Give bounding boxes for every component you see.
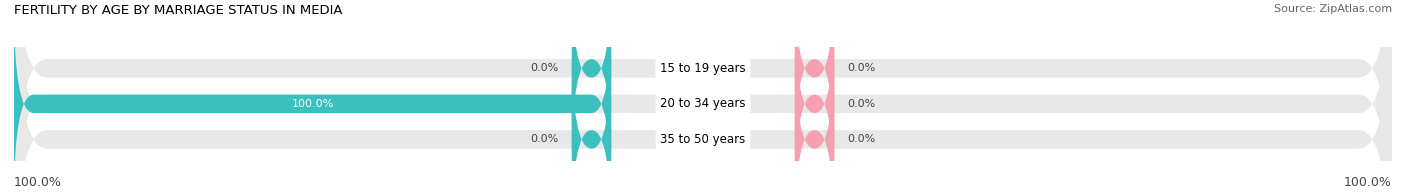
FancyBboxPatch shape — [572, 0, 612, 166]
FancyBboxPatch shape — [572, 42, 612, 196]
FancyBboxPatch shape — [794, 6, 834, 196]
Text: 20 to 34 years: 20 to 34 years — [661, 97, 745, 110]
FancyBboxPatch shape — [14, 6, 612, 196]
Text: 100.0%: 100.0% — [291, 99, 333, 109]
Text: 100.0%: 100.0% — [14, 176, 62, 189]
Text: 0.0%: 0.0% — [848, 63, 876, 73]
FancyBboxPatch shape — [14, 0, 1392, 196]
Text: 15 to 19 years: 15 to 19 years — [661, 62, 745, 75]
FancyBboxPatch shape — [794, 42, 834, 196]
FancyBboxPatch shape — [794, 0, 834, 166]
Text: 35 to 50 years: 35 to 50 years — [661, 133, 745, 146]
Text: 100.0%: 100.0% — [1344, 176, 1392, 189]
Text: 0.0%: 0.0% — [848, 134, 876, 144]
Text: 0.0%: 0.0% — [530, 63, 558, 73]
Text: FERTILITY BY AGE BY MARRIAGE STATUS IN MEDIA: FERTILITY BY AGE BY MARRIAGE STATUS IN M… — [14, 4, 343, 17]
Text: Source: ZipAtlas.com: Source: ZipAtlas.com — [1274, 4, 1392, 14]
Text: 0.0%: 0.0% — [848, 99, 876, 109]
Text: 0.0%: 0.0% — [530, 134, 558, 144]
FancyBboxPatch shape — [14, 0, 1392, 196]
FancyBboxPatch shape — [14, 0, 1392, 196]
